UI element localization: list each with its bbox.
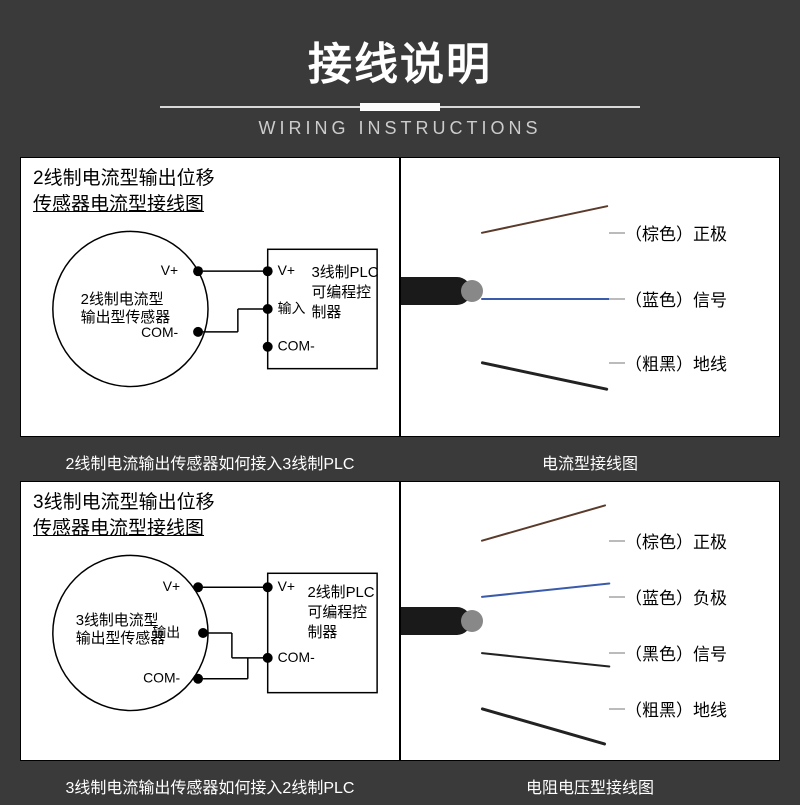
svg-text:可编程控: 可编程控 [311,284,371,301]
divider [160,106,640,108]
svg-text:3线制电流型: 3线制电流型 [76,612,159,629]
svg-text:3线制PLC: 3线制PLC [311,264,378,281]
svg-text:COM-: COM- [278,338,315,354]
wire-photo-current-card: （棕色）正极 （蓝色）信号 （粗黑）地线 电流型接线图 [400,157,780,481]
page-subtitle: WIRING INSTRUCTIONS [0,118,800,139]
svg-text:COM-: COM- [278,649,315,665]
svg-text:输入: 输入 [278,300,306,316]
cable-icon [401,607,471,635]
diagram-2wire-card: 2线制电流型输出位移 传感器电流型接线图 2线制电流型 输出型传感器 V+ CO… [20,157,400,481]
cable-illustration: （棕色）正极 （蓝色）负极 （黑色）信号 （粗黑）地线 [401,482,779,760]
diagram-title: 2线制电流型输出位移 传感器电流型接线图 [21,158,399,219]
svg-text:V+: V+ [163,578,180,594]
svg-text:制器: 制器 [311,304,341,321]
wiring-schematic-icon: 2线制电流型 输出型传感器 V+ COM- V+ 输入 COM- 3线制PLC … [21,219,399,389]
cable-illustration: （棕色）正极 （蓝色）信号 （粗黑）地线 [401,158,779,436]
svg-text:输出: 输出 [152,624,180,640]
page-title: 接线说明 [0,28,800,92]
diagram-title: 3线制电流型输出位移 传感器电流型接线图 [21,482,399,543]
caption: 3线制电流输出传感器如何接入2线制PLC [20,767,400,805]
content-grid: 2线制电流型输出位移 传感器电流型接线图 2线制电流型 输出型传感器 V+ CO… [0,157,800,805]
svg-text:V+: V+ [161,262,178,278]
cable-icon [401,277,471,305]
svg-text:2线制电流型: 2线制电流型 [81,291,164,308]
svg-text:V+: V+ [278,578,295,594]
diagram-3wire-card: 3线制电流型输出位移 传感器电流型接线图 3线制电流型 输出型传感器 V+ 输出… [20,481,400,805]
caption: 2线制电流输出传感器如何接入3线制PLC [20,443,400,481]
wiring-schematic-icon: 3线制电流型 输出型传感器 V+ 输出 COM- V+ COM- 2线制 [21,543,399,713]
caption: 电流型接线图 [400,443,780,481]
svg-text:可编程控: 可编程控 [307,604,367,621]
svg-text:COM-: COM- [143,670,180,686]
header: 接线说明 WIRING INSTRUCTIONS [0,0,800,157]
caption: 电阻电压型接线图 [400,767,780,805]
svg-text:制器: 制器 [307,624,337,641]
svg-text:COM-: COM- [141,324,178,340]
svg-text:2线制PLC: 2线制PLC [307,584,374,601]
wire-photo-voltage-card: （棕色）正极 （蓝色）负极 （黑色）信号 （粗黑）地线 电阻电压型接线图 [400,481,780,805]
svg-text:V+: V+ [278,262,295,278]
